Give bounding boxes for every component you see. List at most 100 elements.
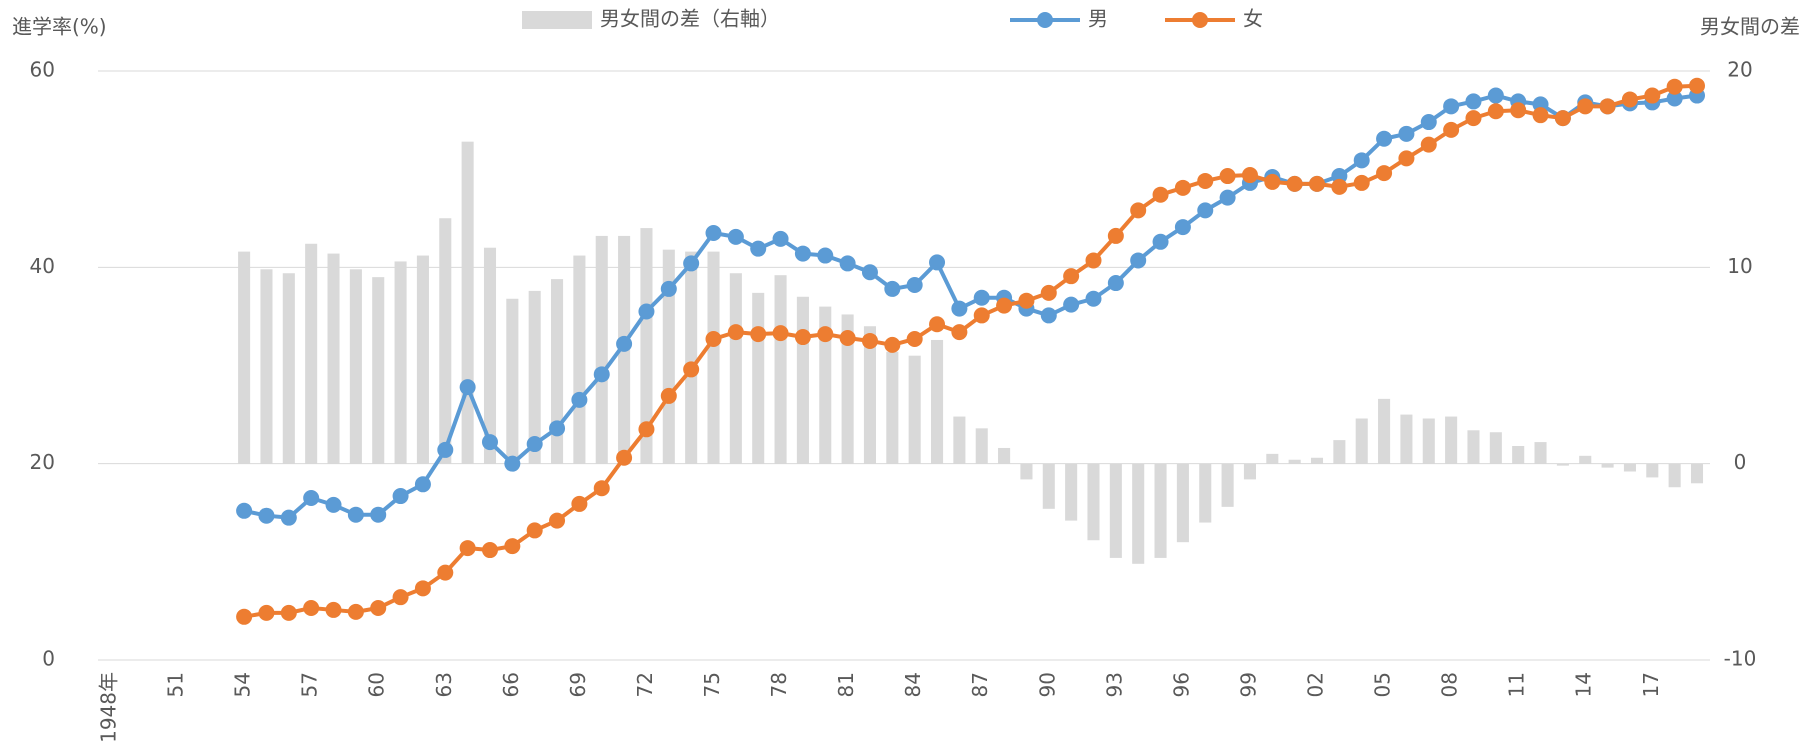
bar	[1512, 445, 1525, 464]
marker	[1018, 292, 1035, 309]
marker	[973, 307, 990, 324]
marker	[414, 580, 431, 597]
x-tick-label: 60	[365, 672, 389, 697]
bar	[1333, 440, 1346, 464]
marker	[794, 329, 811, 346]
marker	[437, 564, 454, 581]
marker	[1197, 172, 1214, 189]
marker	[347, 506, 364, 523]
marker	[1376, 165, 1393, 182]
marker	[1152, 186, 1169, 203]
marker	[1063, 296, 1080, 313]
x-tick-label: 96	[1169, 672, 1193, 697]
marker	[1666, 78, 1683, 95]
bar	[282, 273, 295, 464]
legend-label: 男女間の差（右軸）	[600, 7, 780, 31]
bar	[1690, 463, 1704, 484]
marker	[1219, 189, 1236, 206]
bar	[1042, 463, 1055, 509]
x-tick-label: 90	[1035, 672, 1059, 697]
marker	[951, 300, 968, 317]
bar	[1266, 453, 1279, 464]
bar	[573, 255, 586, 464]
marker	[571, 495, 588, 512]
marker	[772, 325, 789, 342]
marker	[727, 324, 744, 341]
marker	[683, 255, 700, 272]
marker	[1152, 233, 1169, 250]
bar	[1646, 463, 1659, 478]
bar	[1243, 463, 1256, 480]
marker	[929, 254, 946, 271]
marker	[1063, 268, 1080, 285]
bar	[528, 290, 541, 464]
marker	[1487, 103, 1504, 120]
marker	[1264, 173, 1281, 190]
marker	[1644, 87, 1661, 104]
marker	[839, 255, 856, 272]
bar	[1556, 463, 1569, 466]
marker	[861, 332, 878, 349]
bar	[1221, 463, 1234, 507]
marker	[1689, 77, 1705, 94]
marker	[638, 303, 655, 320]
marker	[1621, 91, 1638, 108]
bar	[394, 261, 407, 464]
marker	[1040, 307, 1057, 324]
marker	[392, 589, 409, 606]
y-tick-label: 40	[30, 254, 55, 278]
bar	[439, 218, 452, 464]
marker	[526, 522, 543, 539]
marker	[750, 326, 767, 343]
marker	[616, 449, 633, 466]
marker	[1420, 114, 1437, 131]
marker	[593, 480, 610, 497]
bar	[886, 351, 899, 464]
marker	[1398, 150, 1415, 167]
marker	[1130, 252, 1147, 269]
y2-tick-label: -10	[1724, 647, 1757, 671]
bar	[372, 277, 385, 464]
x-tick-label: 08	[1438, 672, 1462, 697]
y2-tick-label: 0	[1734, 450, 1747, 474]
bar	[1132, 463, 1145, 564]
marker	[861, 264, 878, 281]
bar	[1087, 463, 1100, 541]
marker	[839, 330, 856, 347]
x-tick-label: 1948年	[97, 672, 121, 743]
marker	[1085, 252, 1102, 269]
marker	[1398, 125, 1415, 142]
bar	[685, 251, 698, 464]
bar	[260, 269, 273, 464]
marker	[459, 540, 476, 557]
x-tick-label: 72	[633, 672, 657, 697]
marker	[370, 506, 387, 523]
bar	[1467, 430, 1480, 464]
marker	[1197, 202, 1214, 219]
marker	[884, 280, 901, 297]
bar	[551, 279, 564, 464]
marker	[481, 542, 498, 559]
bar	[349, 269, 362, 464]
x-tick-label: 17	[1639, 672, 1663, 697]
marker	[1577, 98, 1594, 115]
marker	[1510, 102, 1527, 119]
bar	[1422, 418, 1435, 464]
x-tick-label: 75	[700, 672, 724, 697]
bar	[595, 235, 608, 464]
x-tick-label: 05	[1371, 672, 1395, 697]
marker	[705, 224, 722, 241]
marker	[1487, 87, 1504, 104]
marker	[280, 604, 297, 621]
marker	[906, 277, 923, 294]
marker	[951, 324, 968, 341]
marker	[906, 330, 923, 347]
bar	[238, 251, 251, 464]
marker	[504, 538, 521, 555]
bar	[640, 228, 653, 464]
marker	[347, 603, 364, 620]
marker	[549, 420, 566, 437]
marker	[1465, 93, 1482, 110]
x-tick-label: 02	[1304, 672, 1328, 697]
marker	[1309, 175, 1326, 192]
